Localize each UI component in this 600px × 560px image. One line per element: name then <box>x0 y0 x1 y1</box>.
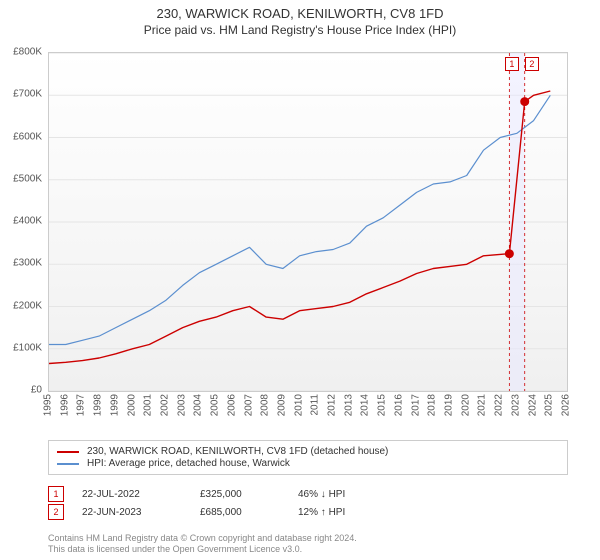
chart-event-badge: 2 <box>525 57 539 71</box>
legend-swatch <box>57 451 79 453</box>
event-badge: 1 <box>48 486 64 502</box>
y-tick-label: £100K <box>13 342 42 353</box>
legend-row: 230, WARWICK ROAD, KENILWORTH, CV8 1FD (… <box>57 446 559 457</box>
footer-line: This data is licensed under the Open Gov… <box>48 544 568 556</box>
x-tick-label: 2013 <box>343 394 354 416</box>
x-tick-label: 2006 <box>226 394 237 416</box>
chart-event-badge: 1 <box>505 57 519 71</box>
x-tick-label: 2018 <box>427 394 438 416</box>
x-tick-label: 2017 <box>410 394 421 416</box>
footer-line: Contains HM Land Registry data © Crown c… <box>48 533 568 545</box>
event-row: 1 22-JUL-2022 £325,000 46% ↓ HPI <box>48 486 568 502</box>
x-tick-label: 1995 <box>43 394 54 416</box>
x-tick-label: 2001 <box>143 394 154 416</box>
y-tick-label: £700K <box>13 89 42 100</box>
x-tick-label: 2000 <box>126 394 137 416</box>
chart-title: 230, WARWICK ROAD, KENILWORTH, CV8 1FD <box>0 6 600 21</box>
x-tick-label: 2010 <box>293 394 304 416</box>
x-tick-label: 2008 <box>260 394 271 416</box>
y-tick-label: £500K <box>13 173 42 184</box>
x-tick-label: 2020 <box>460 394 471 416</box>
legend-row: HPI: Average price, detached house, Warw… <box>57 458 559 469</box>
event-badge: 2 <box>48 504 64 520</box>
chart-subtitle: Price paid vs. HM Land Registry's House … <box>0 23 600 37</box>
legend-swatch <box>57 463 79 465</box>
x-tick-label: 2009 <box>276 394 287 416</box>
x-tick-label: 2021 <box>477 394 488 416</box>
x-tick-label: 2015 <box>377 394 388 416</box>
event-price: £685,000 <box>200 507 280 518</box>
x-tick-label: 2016 <box>393 394 404 416</box>
x-tick-label: 1999 <box>109 394 120 416</box>
chart-plot-area: 12 <box>48 52 568 392</box>
x-tick-label: 2026 <box>561 394 572 416</box>
legend: 230, WARWICK ROAD, KENILWORTH, CV8 1FD (… <box>48 440 568 475</box>
y-tick-label: £800K <box>13 47 42 58</box>
chart-svg <box>49 53 567 391</box>
event-delta: 46% ↓ HPI <box>298 489 408 500</box>
x-tick-label: 2024 <box>527 394 538 416</box>
legend-label: 230, WARWICK ROAD, KENILWORTH, CV8 1FD (… <box>87 446 388 457</box>
y-tick-label: £300K <box>13 258 42 269</box>
event-date: 22-JUL-2022 <box>82 489 182 500</box>
event-delta: 12% ↑ HPI <box>298 507 408 518</box>
x-tick-label: 2007 <box>243 394 254 416</box>
x-tick-label: 2014 <box>360 394 371 416</box>
y-tick-label: £200K <box>13 300 42 311</box>
x-tick-label: 1998 <box>93 394 104 416</box>
x-tick-label: 2002 <box>159 394 170 416</box>
event-price: £325,000 <box>200 489 280 500</box>
x-tick-label: 2025 <box>544 394 555 416</box>
y-axis-labels: £0£100K£200K£300K£400K£500K£600K£700K£80… <box>0 52 44 392</box>
x-tick-label: 2012 <box>327 394 338 416</box>
event-date: 22-JUN-2023 <box>82 507 182 518</box>
x-tick-label: 2022 <box>494 394 505 416</box>
x-axis-labels: 1995199619971998199920002001200220032004… <box>48 394 568 446</box>
x-tick-label: 2005 <box>210 394 221 416</box>
x-tick-label: 1997 <box>76 394 87 416</box>
y-tick-label: £400K <box>13 216 42 227</box>
y-tick-label: £0 <box>31 385 42 396</box>
x-tick-label: 1996 <box>59 394 70 416</box>
x-tick-label: 2023 <box>510 394 521 416</box>
event-table: 1 22-JUL-2022 £325,000 46% ↓ HPI 2 22-JUN-202… <box>48 484 568 522</box>
x-tick-label: 2011 <box>310 394 321 416</box>
legend-label: HPI: Average price, detached house, Warw… <box>87 458 290 469</box>
x-tick-label: 2004 <box>193 394 204 416</box>
event-row: 2 22-JUN-2023 £685,000 12% ↑ HPI <box>48 504 568 520</box>
x-tick-label: 2019 <box>444 394 455 416</box>
x-tick-label: 2003 <box>176 394 187 416</box>
y-tick-label: £600K <box>13 131 42 142</box>
footer-attribution: Contains HM Land Registry data © Crown c… <box>48 533 568 556</box>
